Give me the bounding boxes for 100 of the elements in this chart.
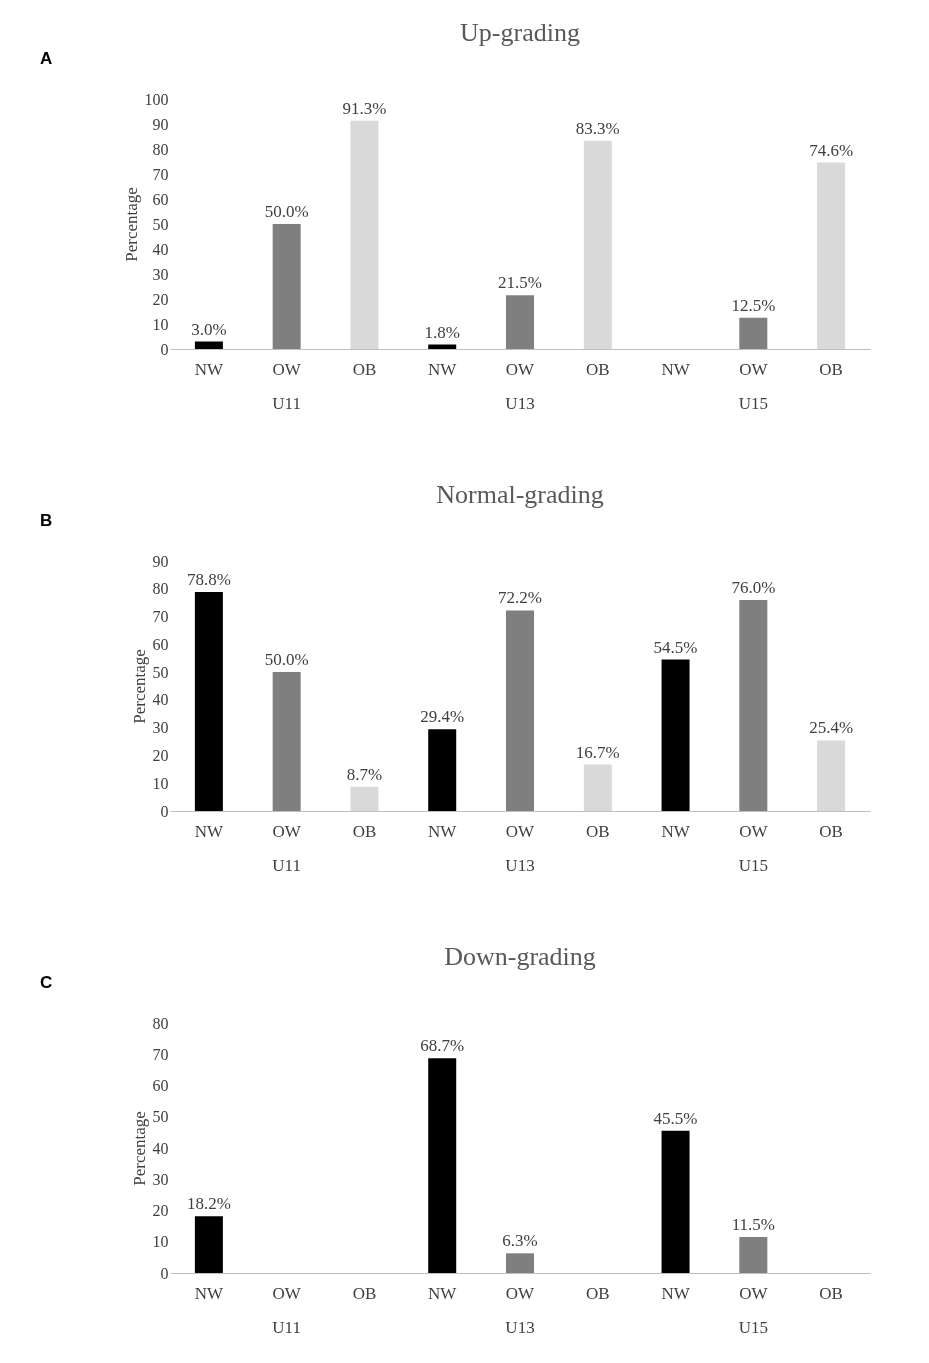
x-tick-label: NW — [661, 1283, 691, 1303]
x-tick-label: NW — [194, 821, 224, 841]
y-tick-label: 20 — [152, 746, 169, 764]
data-label: 76.0% — [731, 577, 776, 597]
y-tick-label: 30 — [152, 1170, 169, 1188]
text: U13 — [505, 1318, 535, 1337]
text: U11 — [272, 1318, 301, 1337]
x-tick-label: OB — [819, 1283, 843, 1303]
y-tick-label: 0 — [160, 340, 169, 358]
text: C — [40, 973, 53, 992]
y-tick-label: 50 — [152, 663, 169, 681]
y-tick-label: 80 — [152, 580, 169, 598]
text: U11 — [272, 394, 301, 413]
bar — [739, 599, 768, 811]
data-label: 8.7% — [346, 764, 383, 784]
data-label: 21.5% — [498, 273, 542, 293]
data-label: 18.2% — [186, 1194, 231, 1214]
x-tick-label: OB — [585, 359, 610, 379]
bar — [739, 317, 768, 349]
x-tick-label: NW — [194, 359, 224, 379]
y-tick-label: 70 — [152, 1045, 169, 1063]
bar — [428, 1058, 457, 1273]
bar — [272, 224, 301, 349]
y-tick-label: 10 — [152, 1233, 169, 1251]
y-axis-title: Percentage — [129, 1111, 149, 1186]
text: U13 — [505, 856, 535, 875]
y-tick-label: 90 — [152, 552, 169, 570]
x-tick-label: OW — [272, 1283, 302, 1303]
y-tick-label: 60 — [152, 1077, 169, 1094]
bar — [194, 592, 223, 811]
y-tick-label: 40 — [152, 691, 169, 709]
x-tick-label: NW — [661, 821, 691, 841]
bar — [506, 610, 534, 811]
x-tick-label: OB — [819, 359, 843, 379]
bar — [272, 672, 301, 811]
bar — [739, 1237, 768, 1273]
y-tick-label: 30 — [152, 719, 169, 737]
bar — [506, 295, 534, 349]
x-tick-label: NW — [428, 1283, 458, 1303]
data-label: 50.0% — [264, 202, 309, 221]
x-tick-label: OW — [739, 1283, 769, 1303]
x-tick-label: OB — [585, 1283, 610, 1303]
y-tick-label: 20 — [152, 290, 169, 308]
text: U15 — [738, 856, 768, 875]
x-tick-label: OB — [352, 1283, 377, 1303]
data-label: 1.8% — [424, 322, 460, 342]
data-label: 83.3% — [575, 118, 620, 138]
data-label: 78.8% — [186, 570, 231, 590]
x-tick-label: NW — [428, 359, 458, 379]
x-tick-label: OW — [272, 821, 302, 841]
y-tick-label: 20 — [152, 1202, 169, 1219]
bar — [194, 341, 223, 349]
y-tick-label: 50 — [152, 215, 169, 233]
x-tick-label: NW — [428, 821, 458, 841]
data-label: 6.3% — [502, 1231, 538, 1251]
x-tick-label: OB — [585, 821, 610, 841]
x-tick-label: OW — [739, 821, 769, 841]
data-label: 91.3% — [342, 98, 387, 118]
y-tick-label: 70 — [152, 608, 169, 626]
bar — [583, 140, 612, 349]
y-tick-label: 40 — [152, 1139, 169, 1157]
bar — [583, 764, 612, 811]
bar — [817, 162, 846, 349]
y-tick-label: 30 — [152, 265, 169, 283]
y-axis-title: Percentage — [129, 649, 149, 724]
text: U13 — [505, 394, 535, 413]
x-tick-label: OW — [272, 359, 302, 379]
y-tick-label: 80 — [152, 140, 169, 158]
y-axis-title: Percentage — [121, 187, 141, 262]
y-tick-label: 70 — [152, 165, 169, 183]
x-tick-label: OW — [739, 359, 769, 379]
data-label: 72.2% — [498, 588, 542, 608]
text: U15 — [738, 1318, 768, 1337]
chart-title: Down-grading — [444, 942, 596, 971]
x-tick-label: NW — [194, 1283, 224, 1303]
text: U15 — [738, 394, 768, 413]
bar — [817, 740, 846, 811]
y-tick-label: 0 — [160, 802, 169, 820]
x-tick-label: OB — [352, 359, 377, 379]
y-tick-label: 40 — [152, 240, 169, 258]
data-label: 29.4% — [420, 707, 465, 727]
data-label: 50.0% — [264, 650, 309, 670]
x-tick-label: OW — [505, 1283, 536, 1303]
data-label: 3.0% — [191, 319, 227, 339]
bar — [350, 786, 379, 811]
bar — [194, 1216, 223, 1273]
x-tick-label: OB — [819, 821, 843, 841]
y-tick-label: 10 — [152, 315, 169, 333]
bar — [661, 659, 690, 811]
x-tick-label: OW — [505, 821, 536, 841]
chart-title: Up-grading — [460, 18, 580, 47]
data-label: 54.5% — [653, 637, 698, 657]
data-label: 11.5% — [731, 1215, 775, 1235]
y-tick-label: 50 — [152, 1108, 169, 1126]
data-label: 74.6% — [809, 140, 854, 160]
chart-title: Normal-grading — [436, 480, 604, 509]
y-tick-label: 10 — [152, 774, 169, 792]
data-label: 68.7% — [420, 1036, 465, 1056]
x-tick-label: OB — [352, 821, 377, 841]
bar — [506, 1253, 534, 1273]
